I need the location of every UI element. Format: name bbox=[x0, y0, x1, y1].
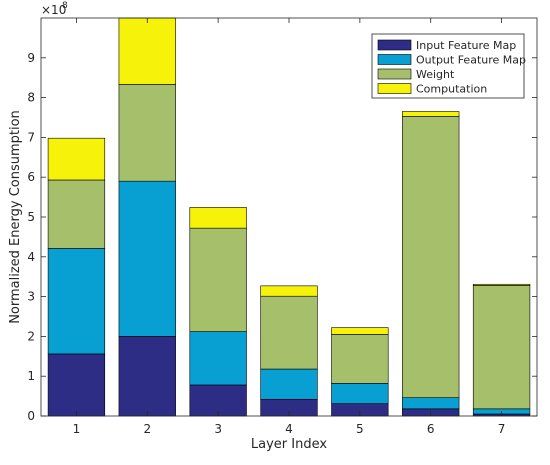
y-tick-label: 4 bbox=[27, 250, 35, 264]
bar-segment-output-feature-map-layer-4 bbox=[260, 368, 318, 400]
y-tick-label: 0 bbox=[27, 409, 35, 423]
x-tick-label: 4 bbox=[285, 422, 293, 436]
legend-swatch bbox=[377, 68, 412, 80]
legend-label: Weight bbox=[416, 68, 455, 81]
y-tick-label: 6 bbox=[27, 170, 35, 184]
y-tick-label: 2 bbox=[27, 329, 35, 343]
legend: Input Feature Map Output Feature MapWeigh… bbox=[371, 33, 526, 99]
y-tick-label: 9 bbox=[27, 51, 35, 65]
y-axis-title: Normalized Energy Consumption bbox=[8, 110, 23, 324]
bar-segment-weight-layer-2 bbox=[118, 84, 176, 182]
legend-swatch bbox=[377, 54, 412, 65]
legend-swatch bbox=[377, 39, 412, 51]
bar-segment-weight-layer-7 bbox=[472, 285, 531, 410]
legend-label: Input Feature Map bbox=[416, 39, 516, 52]
y-axis-ticks: 0 1 2 3 4 5 6 7 8 9 bbox=[27, 51, 537, 423]
bars-group bbox=[47, 17, 531, 417]
bar-segment-computation-layer-7 bbox=[472, 283, 531, 286]
bar-segment-input-feature-map-layer-3 bbox=[189, 384, 247, 417]
bar-segment-computation-layer-6 bbox=[402, 111, 460, 117]
bar-segment-output-feature-map-layer-1 bbox=[47, 248, 106, 355]
x-tick-label: 7 bbox=[498, 422, 506, 436]
y-tick-label: 1 bbox=[27, 369, 35, 383]
legend-label: Output Feature Map bbox=[416, 54, 526, 67]
bar-segment-computation-layer-5 bbox=[331, 327, 389, 335]
x-axis-ticks: 1 2 3 4 5 6 7 bbox=[73, 18, 506, 436]
bar-segment-computation-layer-1 bbox=[47, 137, 106, 181]
bar-segment-weight-layer-6 bbox=[402, 116, 460, 398]
bar-segment-input-feature-map-layer-1 bbox=[47, 353, 106, 417]
x-tick-label: 2 bbox=[143, 422, 151, 436]
bar-segment-computation-layer-2 bbox=[118, 17, 176, 85]
y-exponent-power: 8 bbox=[62, 1, 68, 11]
y-tick-label: 3 bbox=[27, 290, 35, 304]
x-tick-label: 6 bbox=[427, 422, 435, 436]
bar-segment-input-feature-map-layer-2 bbox=[118, 336, 176, 417]
x-axis-title: Layer Index bbox=[251, 437, 327, 452]
bar-segment-output-feature-map-layer-3 bbox=[189, 331, 247, 386]
y-tick-label: 8 bbox=[27, 91, 35, 105]
bar-segment-weight-layer-5 bbox=[331, 334, 389, 384]
x-tick-label: 3 bbox=[214, 422, 222, 436]
bar-segment-computation-layer-4 bbox=[260, 285, 318, 297]
bar-segment-computation-layer-3 bbox=[189, 207, 247, 229]
x-tick-label: 1 bbox=[73, 422, 81, 436]
legend-swatch bbox=[377, 83, 412, 94]
y-tick-label: 7 bbox=[27, 130, 35, 144]
y-exponent-base: ×10 bbox=[41, 3, 66, 17]
bar-segment-weight-layer-3 bbox=[189, 227, 247, 332]
plot-area-frame bbox=[40, 17, 538, 417]
legend-label: Computation bbox=[416, 83, 487, 96]
bar-segment-output-feature-map-layer-2 bbox=[118, 180, 176, 337]
bar-segment-weight-layer-1 bbox=[47, 179, 106, 249]
bar-segment-output-feature-map-layer-5 bbox=[331, 383, 389, 404]
y-tick-label: 5 bbox=[27, 210, 35, 224]
bar-segment-weight-layer-4 bbox=[260, 295, 318, 370]
x-tick-label: 5 bbox=[356, 422, 364, 436]
bar-segment-output-feature-map-layer-6 bbox=[402, 397, 460, 410]
